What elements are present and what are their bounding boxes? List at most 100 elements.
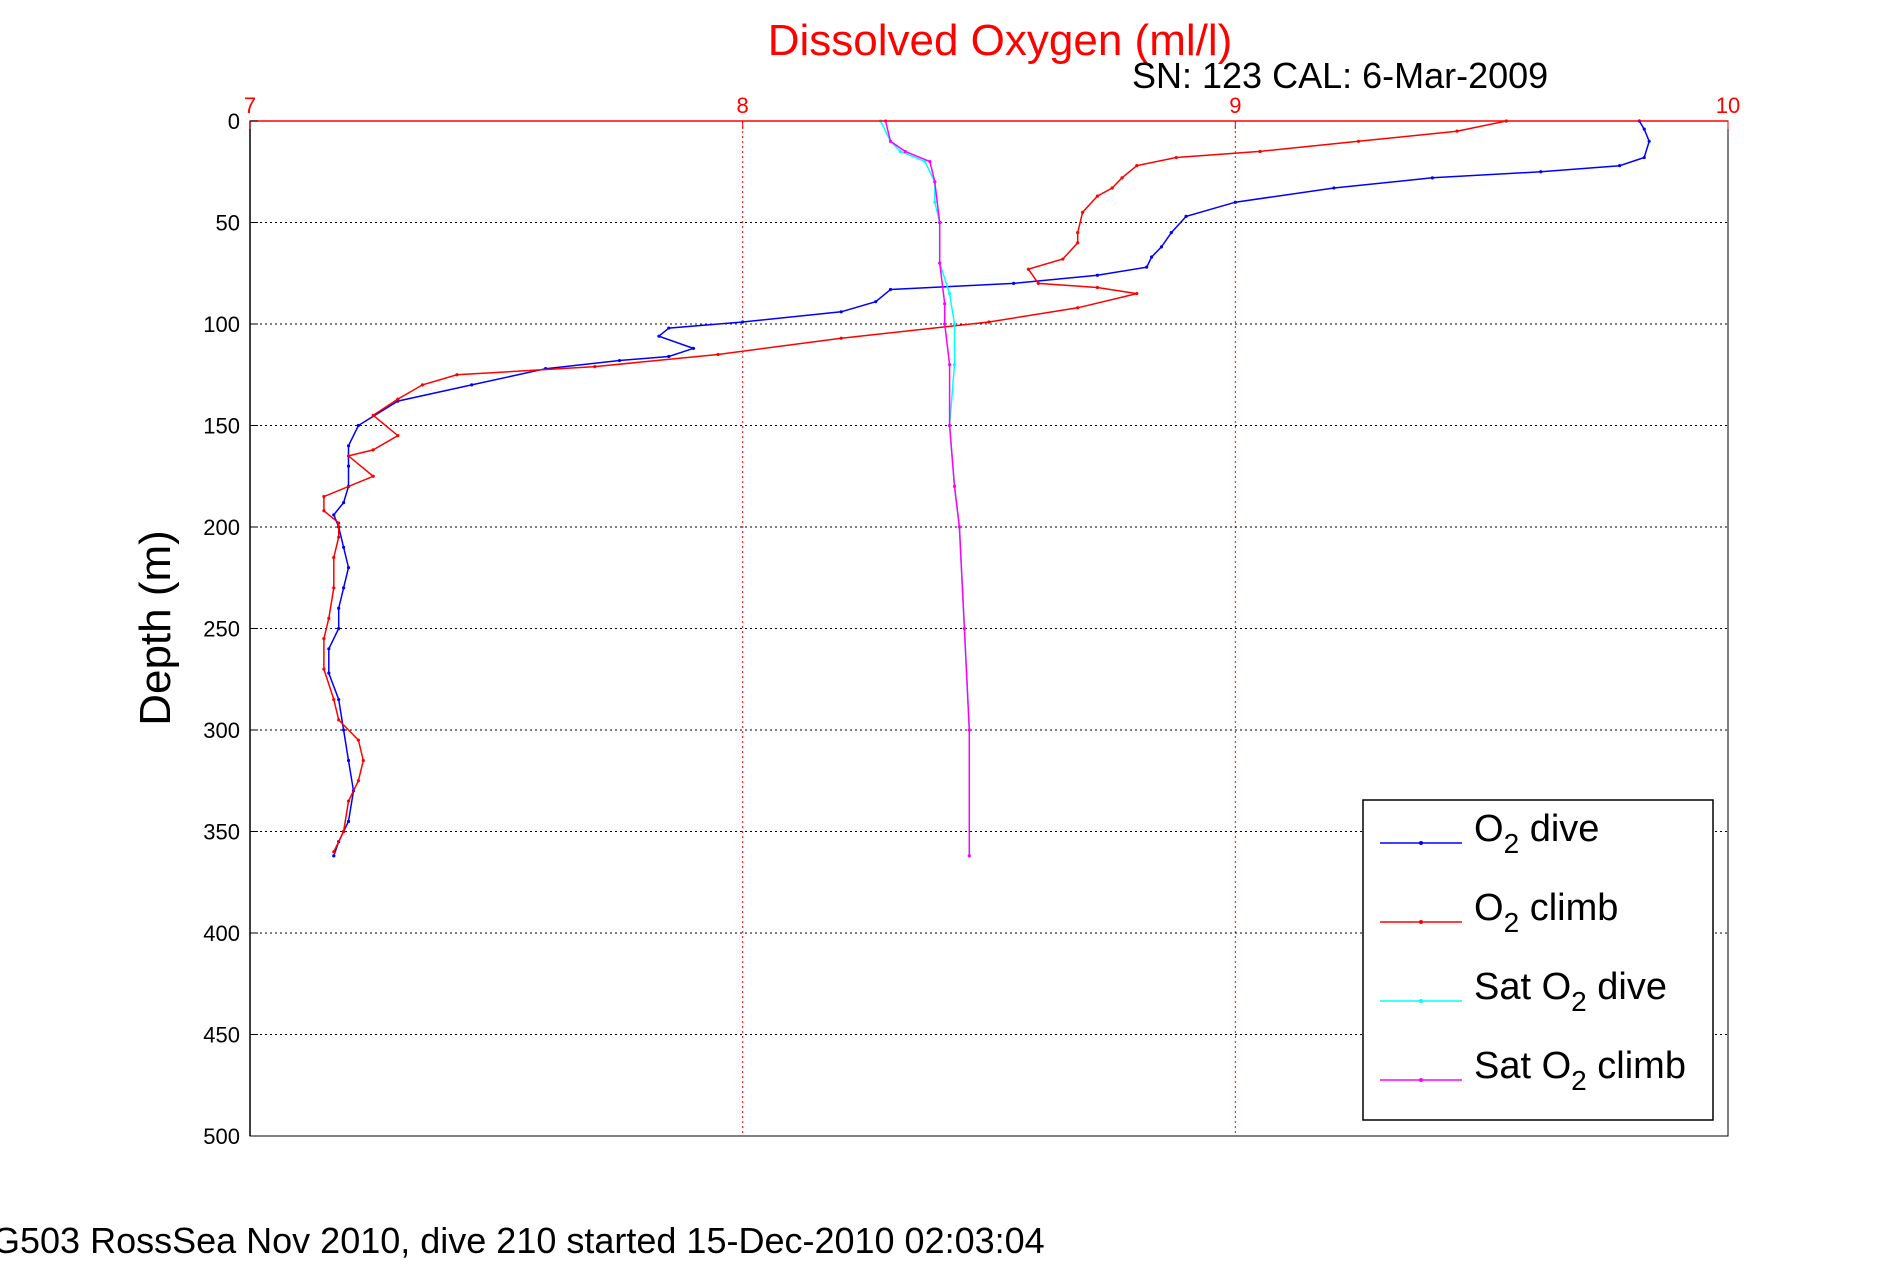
legend-label-sat-o2-dive: Sat O2 dive — [1474, 966, 1667, 1017]
data-point-o2-climb — [1174, 155, 1178, 160]
data-point-o2-climb — [1081, 210, 1085, 214]
data-point-o2-dive — [874, 300, 878, 304]
data-point-o2-climb — [839, 336, 843, 340]
chart-title: Dissolved Oxygen (ml/l) — [768, 16, 1233, 65]
data-point-o2-dive — [1430, 176, 1434, 180]
data-point-o2-climb — [1095, 194, 1099, 198]
data-point-sat-o2-dive — [923, 160, 927, 164]
data-point-o2-dive — [346, 444, 351, 448]
data-point-o2-climb — [1258, 149, 1262, 154]
data-point-o2-climb — [1135, 291, 1139, 296]
data-point-o2-dive — [1642, 155, 1646, 160]
data-point-o2-climb — [1026, 267, 1031, 271]
data-point-o2-climb — [337, 521, 341, 525]
data-point-o2-climb — [455, 373, 459, 377]
data-point-o2-climb — [322, 667, 326, 671]
series-line-sat-o2-climb — [884, 120, 971, 856]
data-point-o2-dive — [327, 647, 331, 651]
data-point-o2-climb — [327, 616, 331, 620]
data-point-o2-dive — [342, 586, 346, 590]
data-point-o2-climb — [1076, 306, 1080, 310]
data-point-o2-climb — [1120, 176, 1124, 180]
x-ticks: 7 8 9 10 — [244, 93, 1740, 129]
legend-label-o2-dive: O2 dive — [1474, 808, 1599, 859]
data-point-o2-dive — [691, 346, 696, 350]
data-point-o2-climb — [342, 829, 346, 834]
data-point-o2-dive — [332, 513, 336, 517]
legend-marker-o2-dive — [1419, 841, 1423, 845]
legend-label-sat-o2-climb: Sat O2 climb — [1474, 1045, 1686, 1096]
data-point-o2-climb — [346, 799, 351, 803]
y-tick-label: 350 — [203, 820, 240, 845]
data-point-sat-o2-climb — [952, 484, 957, 488]
data-point-o2-dive — [888, 287, 893, 292]
data-point-sat-o2-dive — [952, 363, 957, 367]
data-point-o2-dive — [1184, 214, 1188, 219]
y-tick-label: 500 — [203, 1124, 240, 1149]
data-point-o2-dive — [1149, 255, 1154, 259]
data-point-o2-dive — [741, 320, 745, 324]
data-point-o2-climb — [356, 738, 360, 742]
legend: O2 dive O2 climb Sat O2 dive Sat O2 climb — [1362, 799, 1714, 1121]
y-tick-label: 400 — [203, 921, 240, 946]
data-point-o2-dive — [667, 326, 671, 330]
data-point-o2-dive — [667, 354, 671, 359]
data-point-o2-climb — [322, 637, 326, 641]
data-point-o2-climb — [1076, 241, 1080, 245]
data-point-sat-o2-climb — [957, 525, 962, 529]
data-point-o2-dive — [1642, 127, 1646, 131]
data-point-sat-o2-climb — [928, 160, 932, 164]
data-point-o2-climb — [346, 454, 351, 458]
data-point-o2-climb — [322, 494, 326, 499]
data-point-o2-climb — [332, 850, 336, 854]
legend-box — [1362, 799, 1714, 1121]
y-axis-label: Depth (m) — [131, 530, 180, 726]
data-point-o2-dive — [337, 606, 341, 610]
data-point-o2-climb — [1095, 285, 1099, 290]
data-point-o2-climb — [332, 586, 336, 590]
data-point-o2-dive — [1169, 231, 1173, 235]
data-point-sat-o2-climb — [967, 728, 971, 732]
y-tick-label: 50 — [216, 211, 240, 236]
y-ticks: 0 50 100 150 200 250 300 350 400 450 500 — [203, 109, 258, 1149]
data-point-o2-climb — [332, 697, 336, 702]
series-layer — [322, 119, 1651, 858]
data-point-sat-o2-dive — [952, 322, 957, 326]
data-point-o2-climb — [396, 397, 400, 401]
data-point-o2-dive — [1233, 200, 1237, 204]
data-point-sat-o2-climb — [943, 322, 947, 326]
data-point-o2-dive — [346, 464, 351, 468]
data-point-o2-climb — [1110, 186, 1114, 190]
data-point-o2-climb — [396, 434, 400, 438]
data-point-sat-o2-climb — [903, 149, 907, 154]
data-point-o2-climb — [420, 383, 425, 387]
data-point-o2-dive — [1539, 170, 1543, 174]
data-point-o2-climb — [371, 448, 375, 452]
y-tick-label: 250 — [203, 617, 240, 642]
data-point-o2-dive — [1095, 273, 1099, 277]
data-point-o2-climb — [322, 509, 326, 513]
legend-label-o2-climb: O2 climb — [1474, 887, 1618, 938]
data-point-sat-o2-climb — [943, 302, 947, 306]
data-point-o2-climb — [716, 352, 720, 357]
series-line-sat-o2-dive — [879, 120, 971, 856]
y-tick-label: 100 — [203, 312, 240, 337]
data-point-o2-dive — [342, 501, 346, 505]
y-tick-label: 450 — [203, 1023, 240, 1048]
x-tick-label: 9 — [1229, 93, 1241, 118]
legend-marker-sat-o2-dive — [1419, 999, 1423, 1003]
data-point-o2-climb — [356, 779, 360, 783]
x-tick-label: 7 — [244, 93, 256, 118]
data-point-o2-dive — [342, 728, 346, 732]
data-point-sat-o2-climb — [967, 854, 971, 858]
data-point-o2-dive — [1012, 281, 1016, 285]
y-tick-label: 300 — [203, 718, 240, 743]
data-point-sat-o2-climb — [888, 139, 893, 143]
x-tick-label: 8 — [737, 93, 749, 118]
data-point-o2-dive — [332, 854, 336, 858]
data-point-o2-dive — [1145, 265, 1149, 269]
data-point-o2-climb — [371, 413, 375, 417]
y-tick-label: 0 — [228, 109, 240, 134]
